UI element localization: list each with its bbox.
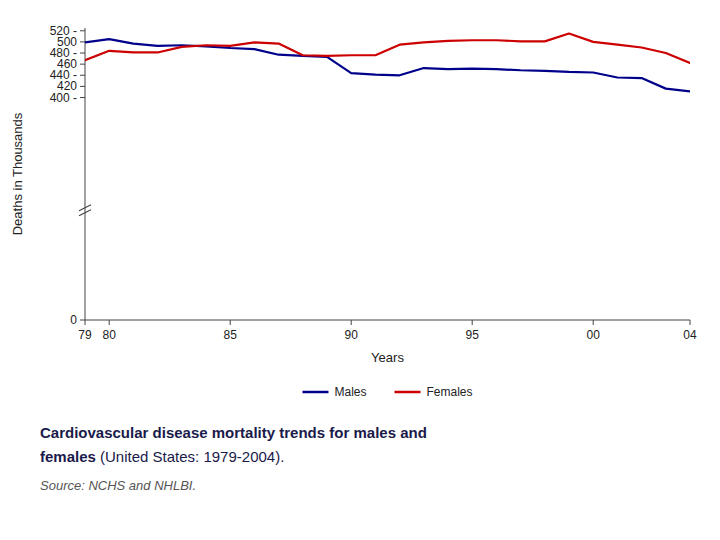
y-tick bbox=[80, 64, 85, 65]
legend-swatch bbox=[302, 391, 328, 394]
y-tick bbox=[80, 75, 85, 76]
y-tick-label: 0 bbox=[70, 313, 77, 327]
x-tick bbox=[109, 320, 110, 325]
chart-container: 0400 -420440 -460480 -500520 -7980859095… bbox=[0, 0, 720, 540]
x-tick bbox=[230, 320, 231, 325]
legend-swatch bbox=[395, 391, 421, 394]
x-tick-label: 00 bbox=[587, 328, 601, 342]
x-axis-label: Years bbox=[371, 350, 404, 365]
y-tick bbox=[80, 320, 85, 321]
caption-line: females (United States: 1979-2004). bbox=[40, 448, 284, 465]
x-tick-label: 80 bbox=[103, 328, 117, 342]
y-tick bbox=[80, 97, 85, 98]
x-tick-label: 85 bbox=[224, 328, 238, 342]
chart-svg: 0400 -420440 -460480 -500520 -7980859095… bbox=[0, 0, 720, 540]
plot-data bbox=[85, 34, 690, 92]
caption-part: (United States: 1979-2004). bbox=[96, 448, 284, 465]
x-tick bbox=[351, 320, 352, 325]
x-tick bbox=[472, 320, 473, 325]
caption: Cardiovascular disease mortality trends … bbox=[40, 424, 427, 493]
legend-label: Females bbox=[427, 385, 473, 399]
axis-break bbox=[79, 205, 91, 216]
x-tick-label: 79 bbox=[78, 328, 92, 342]
legend: Males Females bbox=[302, 385, 472, 399]
y-tick bbox=[80, 86, 85, 87]
y-tick bbox=[80, 30, 85, 31]
legend-item: Females bbox=[395, 385, 473, 399]
caption-line: Cardiovascular disease mortality trends … bbox=[40, 424, 427, 441]
x-tick-label: 90 bbox=[345, 328, 359, 342]
x-tick bbox=[85, 320, 86, 325]
y-tick bbox=[80, 41, 85, 42]
caption-source: Source: NCHS and NHLBI. bbox=[40, 478, 196, 493]
y-tick-label: 520 - bbox=[50, 24, 77, 38]
axis-break-mark bbox=[79, 210, 91, 216]
x-tick bbox=[593, 320, 594, 325]
y-axis-label: Deaths in Thousands bbox=[10, 112, 25, 235]
series-line bbox=[85, 39, 690, 91]
series-line bbox=[85, 34, 690, 63]
x-tick-label: 95 bbox=[466, 328, 480, 342]
legend-label: Males bbox=[334, 385, 366, 399]
y-axis-line bbox=[85, 28, 86, 320]
y-tick bbox=[80, 53, 85, 54]
axes: 0400 -420440 -460480 -500520 -7980859095… bbox=[50, 24, 697, 342]
caption-part: females bbox=[40, 448, 96, 465]
x-tick bbox=[690, 320, 691, 325]
legend-item: Males bbox=[302, 385, 366, 399]
x-axis-line bbox=[85, 320, 690, 321]
axis-break-mark bbox=[79, 205, 91, 211]
x-tick-label: 04 bbox=[683, 328, 697, 342]
